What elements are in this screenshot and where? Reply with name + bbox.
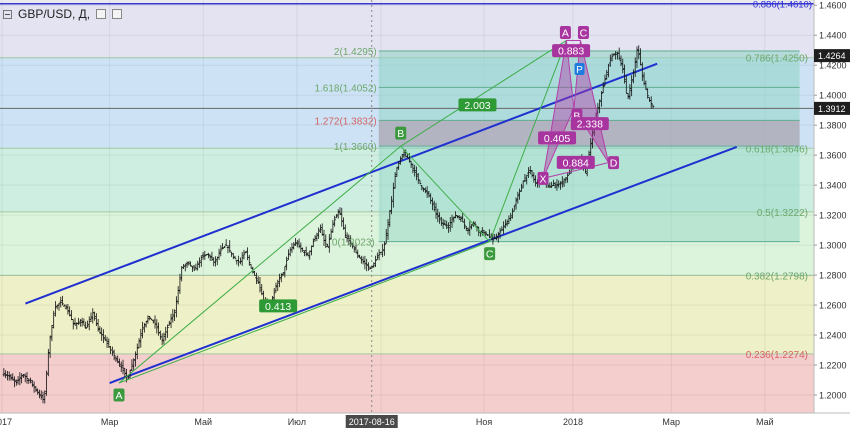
time-axis-bg bbox=[0, 413, 850, 428]
abc-leg bbox=[489, 40, 567, 242]
price-tick-label: 1.2400 bbox=[819, 331, 847, 341]
harmonic-ratio: 0.405 bbox=[544, 133, 570, 145]
time-tick-label: Ноя bbox=[476, 417, 493, 427]
price-tick-label: 1.2200 bbox=[819, 361, 847, 371]
fib-zone-0 bbox=[0, 3, 814, 58]
harmonic-point-A: A bbox=[562, 27, 569, 39]
abc-leg bbox=[118, 145, 402, 384]
price-tick-label: 1.3600 bbox=[819, 151, 847, 161]
ext-level-label: 2(1.4295) bbox=[334, 47, 377, 58]
price-tick-label: 1.2000 bbox=[819, 391, 847, 401]
harmonic-point-D-bg bbox=[608, 156, 620, 170]
fib-level-label: 0.618(1.3646) bbox=[746, 144, 808, 155]
time-tick-label: Мар bbox=[101, 417, 119, 427]
harmonic-point-X-bg bbox=[537, 171, 549, 185]
time-tick-label: Мар bbox=[662, 417, 680, 427]
ext-level-label: 1(1.3660) bbox=[334, 142, 377, 153]
price-tick-label: 1.3200 bbox=[819, 211, 847, 221]
time-tick-label: 2017 bbox=[0, 417, 12, 427]
price-tick-label: 1.3800 bbox=[819, 121, 847, 131]
trend-channel-line bbox=[109, 145, 738, 384]
abc-point-B-bg bbox=[395, 126, 407, 140]
time-tick-label: Май bbox=[194, 417, 212, 427]
fib-zone-3 bbox=[0, 211, 814, 276]
abc-ratio-bg bbox=[259, 299, 298, 313]
price-tick-label: 1.3400 bbox=[819, 181, 847, 191]
harmonic-point-C-bg bbox=[577, 25, 589, 39]
harmonic-ratio: 2.338 bbox=[577, 119, 603, 131]
price-badge-bg bbox=[814, 101, 850, 115]
chart-legend: GBP/USD, Д, bbox=[3, 7, 123, 21]
fib-zone-5 bbox=[0, 353, 814, 413]
price-tick-label: 1.4400 bbox=[819, 31, 847, 41]
price-tick-label: 1.4000 bbox=[819, 91, 847, 101]
harmonic-ratio-bg bbox=[570, 117, 609, 131]
abc-leg bbox=[118, 241, 490, 384]
harmonic-ratio-bg bbox=[556, 155, 595, 169]
price-tick-label: 1.4600 bbox=[819, 1, 847, 11]
abc-ratio: 0.413 bbox=[265, 301, 291, 313]
ext-zone-2 bbox=[378, 50, 800, 88]
time-tick-label: Июл bbox=[288, 417, 306, 427]
abc-leg bbox=[400, 145, 491, 242]
price-tick-label: 1.4200 bbox=[819, 61, 847, 71]
price-badge-bg bbox=[814, 49, 850, 63]
fib-level-label: 0.236(1.2274) bbox=[746, 350, 808, 361]
harmonic-point-B: B bbox=[573, 110, 580, 122]
time-tick-label: 2018 bbox=[563, 417, 583, 427]
harmonic-ratio: 0.883 bbox=[558, 46, 584, 58]
fib-zone-4 bbox=[0, 275, 814, 354]
price-tick-label: 1.3000 bbox=[819, 241, 847, 251]
symbol-label: GBP/USD, Д, bbox=[18, 7, 91, 21]
fib-level-label: 0.382(1.2798) bbox=[746, 271, 808, 282]
ext-level-label: 1.618(1.4052) bbox=[314, 83, 376, 94]
trend-channel-line bbox=[25, 62, 658, 305]
price-tick-label: 1.2600 bbox=[819, 301, 847, 311]
marker-p-bg bbox=[574, 62, 585, 75]
fib-zone-top bbox=[0, 0, 814, 4]
fib-top-label: 0.886(1.4610) bbox=[753, 0, 812, 10]
abc-point-C-bg bbox=[484, 247, 496, 261]
abc-leg bbox=[400, 40, 567, 147]
fib-level-label: 0.5(1.3222) bbox=[757, 208, 808, 219]
marker-p: P bbox=[576, 65, 583, 76]
harmonic-ratio-bg bbox=[552, 44, 591, 58]
fib-level-label: 0.786(1.4250) bbox=[746, 54, 808, 65]
harmonic-point-C: C bbox=[580, 27, 588, 39]
harmonic-ratio-bg bbox=[538, 131, 577, 145]
eye-icon[interactable] bbox=[96, 9, 107, 19]
price-badge: 1.3912 bbox=[818, 104, 846, 114]
price-axis-bg bbox=[814, 0, 850, 428]
harmonic-point-D: D bbox=[610, 158, 618, 170]
time-tick-label: Май bbox=[756, 417, 774, 427]
settings-icon[interactable] bbox=[112, 9, 123, 19]
price-tick-label: 1.2800 bbox=[819, 271, 847, 281]
crosshair-date-bg bbox=[345, 415, 398, 428]
abc-point-B: B bbox=[397, 128, 404, 140]
abc-ratio-bg bbox=[458, 98, 497, 112]
abc-point-C: C bbox=[486, 249, 494, 261]
abc-ratio: 2.003 bbox=[464, 100, 490, 112]
abc-point-A: A bbox=[115, 390, 122, 402]
collapse-icon[interactable] bbox=[3, 9, 12, 19]
abc-point-A-bg bbox=[113, 388, 125, 402]
ext-level-label: 0(1.3023) bbox=[332, 238, 375, 249]
harmonic-xd bbox=[542, 162, 609, 179]
price-badge: 1.4264 bbox=[818, 51, 846, 61]
harmonic-point-A-bg bbox=[559, 25, 571, 39]
harmonic-ratio: 0.884 bbox=[563, 157, 589, 169]
ext-level-label: 1.272(1.3832) bbox=[314, 116, 376, 127]
crosshair-date: 2017-08-16 bbox=[349, 417, 395, 427]
harmonic-point-X: X bbox=[540, 173, 547, 185]
